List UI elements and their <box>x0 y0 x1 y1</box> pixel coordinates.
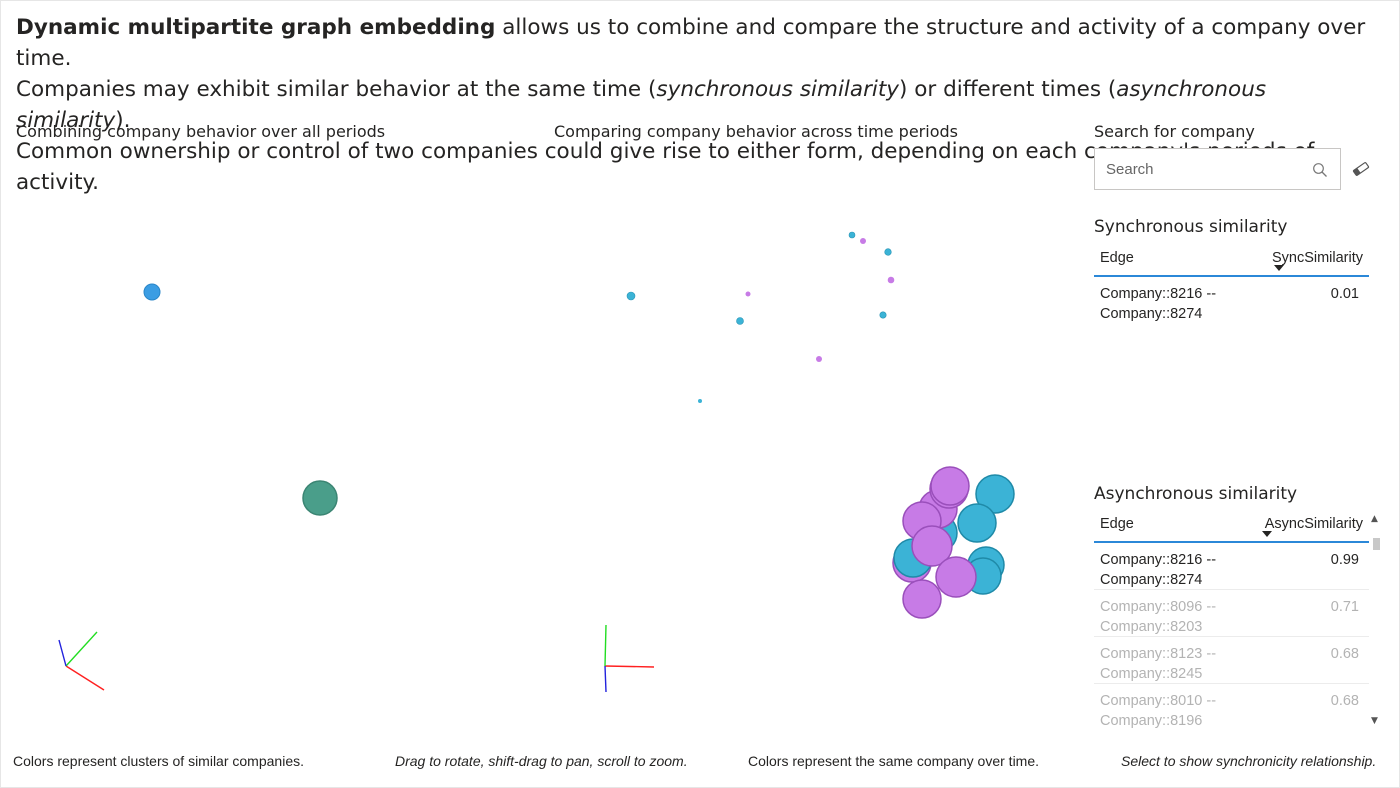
sync-table-header: Edge SyncSimilarity <box>1094 244 1369 277</box>
async-table-header: Edge AsyncSimilarity <box>1094 510 1369 543</box>
search-title: Search for company <box>1094 122 1255 141</box>
axes-gizmo-mid <box>604 624 655 693</box>
point-cyan[interactable] <box>975 474 1015 514</box>
dense-cluster[interactable] <box>892 466 1015 619</box>
table-row[interactable]: Company::8216 -- Company::8274 0.99 <box>1094 543 1369 590</box>
table-row[interactable]: Company::8096 -- Company::8203 0.71 <box>1094 590 1369 637</box>
caption-mid: Colors represent the same company over t… <box>748 753 1040 769</box>
col-header-async-similarity[interactable]: AsyncSimilarity <box>1264 516 1363 532</box>
async-similarity-table: Edge AsyncSimilarity Company::8216 -- Co… <box>1094 510 1369 731</box>
point-purple[interactable] <box>930 466 970 506</box>
value-cell: 0.68 <box>1330 646 1359 662</box>
table-row[interactable]: Company::8010 -- Company::8196 0.68 <box>1094 684 1369 731</box>
point-purple[interactable] <box>887 276 895 284</box>
edge-cell: Company::8123 -- Company::8245 <box>1100 646 1217 682</box>
col-header-edge[interactable]: Edge <box>1100 516 1134 532</box>
search-icon[interactable] <box>1312 162 1328 178</box>
table-row[interactable]: Company::8123 -- Company::8245 0.68 <box>1094 637 1369 684</box>
edge-cell: Company::8010 -- Company::8196 <box>1100 693 1217 729</box>
scroll-up-icon[interactable]: ▲ <box>1371 514 1378 524</box>
cluster-point-blue[interactable] <box>143 283 161 301</box>
combined-embedding-plot[interactable] <box>0 150 540 740</box>
scroll-down-icon[interactable]: ▼ <box>1371 716 1378 726</box>
col-header-sync-similarity[interactable]: SyncSimilarity <box>1271 250 1363 266</box>
point-purple[interactable] <box>935 556 977 598</box>
point-cyan[interactable] <box>884 248 892 256</box>
edge-cell: Company::8216 -- Company::8274 <box>1100 552 1217 588</box>
sync-table-title: Synchronous similarity <box>1094 217 1288 237</box>
intro-bold-lead: Dynamic multipartite graph embedding <box>16 15 496 40</box>
col-header-edge[interactable]: Edge <box>1100 250 1134 266</box>
point-purple[interactable] <box>860 238 866 244</box>
value-cell: 0.68 <box>1330 693 1359 709</box>
point-cyan[interactable] <box>957 503 997 543</box>
sort-desc-icon[interactable] <box>1262 531 1272 537</box>
temporal-embedding-plot[interactable] <box>540 150 1085 740</box>
search-box[interactable] <box>1094 148 1341 190</box>
point-purple[interactable] <box>816 356 822 362</box>
point-purple[interactable] <box>911 525 953 567</box>
value-cell: 0.01 <box>1330 286 1359 302</box>
sort-desc-icon[interactable] <box>1274 265 1284 271</box>
intro-line-1: Dynamic multipartite graph embedding all… <box>16 15 1366 71</box>
caption-controls: Drag to rotate, shift-drag to pan, scrol… <box>395 753 688 769</box>
point-cyan[interactable] <box>848 231 856 239</box>
edge-cell: Company::8096 -- Company::8203 <box>1100 599 1217 635</box>
sync-similarity-table: Edge SyncSimilarity Company::8216 -- Com… <box>1094 244 1369 324</box>
async-table-title: Asynchronous similarity <box>1094 484 1298 504</box>
small-points[interactable] <box>626 231 895 403</box>
mid-panel-title: Comparing company behavior across time p… <box>554 122 958 141</box>
point-cyan[interactable] <box>626 291 636 301</box>
point-purple[interactable] <box>902 579 942 619</box>
eraser-icon[interactable] <box>1351 159 1371 179</box>
axes-gizmo-left <box>58 631 105 691</box>
caption-left: Colors represent clusters of similar com… <box>13 753 304 769</box>
left-panel-title: Combining company behavior over all peri… <box>16 122 386 141</box>
point-cyan[interactable] <box>698 399 702 403</box>
table-row[interactable]: Company::8216 -- Company::8274 0.01 <box>1094 277 1369 324</box>
value-cell: 0.99 <box>1330 552 1359 568</box>
scroll-thumb[interactable] <box>1373 538 1380 550</box>
caption-right: Select to show synchronicity relationshi… <box>1121 753 1377 769</box>
point-cyan[interactable] <box>736 317 744 325</box>
value-cell: 0.71 <box>1330 599 1359 615</box>
search-input[interactable] <box>1095 149 1305 189</box>
intro-line-2: Companies may exhibit similar behavior a… <box>16 77 1267 133</box>
point-purple[interactable] <box>745 291 751 297</box>
cluster-point-teal[interactable] <box>302 480 338 516</box>
edge-cell: Company::8216 -- Company::8274 <box>1100 286 1217 322</box>
async-table-scrollbar[interactable]: ▲ ▼ <box>1371 514 1382 726</box>
point-cyan[interactable] <box>879 311 887 319</box>
